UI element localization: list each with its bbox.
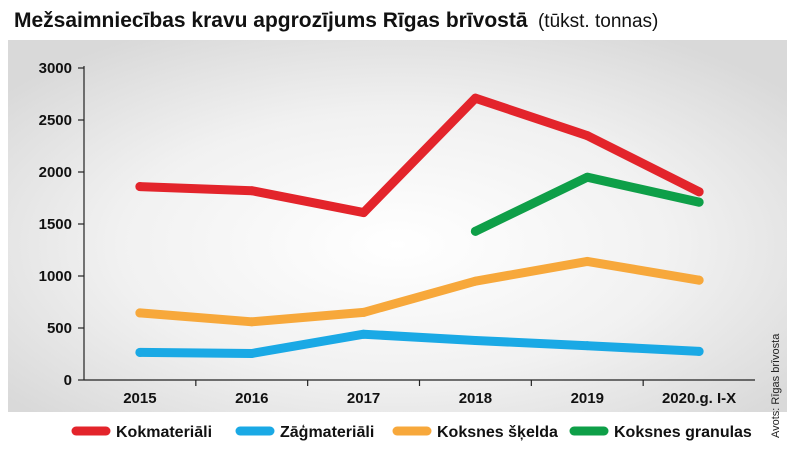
legend-label: Koksnes granulas [614,424,752,441]
y-tick-label: 0 [64,372,72,389]
x-tick-label: 2016 [235,390,268,407]
source-note: Avots: Rīgas brīvosta [770,333,782,438]
data-point [470,226,480,236]
data-point [247,317,257,327]
y-tick-label: 2000 [39,164,72,181]
legend-item: Koksnes šķelda [392,424,558,441]
data-point [247,186,257,196]
data-point [694,187,704,197]
data-point [135,308,145,318]
series-line-3 [135,256,704,327]
data-point [470,335,480,345]
data-point [582,172,592,182]
data-point [359,307,369,317]
data-point [694,275,704,285]
legend-label: Koksnes šķelda [437,424,558,441]
x-tick-label: 2017 [347,390,380,407]
legend-label: Kokmateriāli [116,424,212,441]
series-layer [135,93,704,358]
series-line-1 [135,93,704,218]
y-tick-label: 2500 [39,112,72,129]
data-point [135,182,145,192]
data-point [135,347,145,357]
data-point [582,256,592,266]
title-text: Mežsaimniecības kravu apgrozījums Rīgas … [14,9,528,32]
legend-item: Zāģmateriāli [235,423,374,441]
data-point [247,348,257,358]
x-tick-label: 2020.g. I-X [662,390,736,407]
legend: Kokmateriāli Zāģmateriāli Koksnes šķelda Ko… [71,423,752,441]
axes: 0 500 1000 1500 2000 2500 3000 2015 2016 2017 2018… [39,60,755,407]
y-tick-label: 500 [47,320,72,337]
data-point [582,131,592,141]
y-tick-label: 1500 [39,216,72,233]
data-point [470,93,480,103]
legend-item: Koksnes granulas [569,424,752,441]
legend-label: Zāģmateriāli [280,423,374,441]
x-tick-label: 2018 [459,390,492,407]
data-point [359,208,369,218]
data-point [470,276,480,286]
data-point [582,341,592,351]
data-point [694,197,704,207]
plot-background [8,40,787,412]
x-tick-label: 2015 [123,390,156,407]
x-tick-label: 2019 [571,390,604,407]
data-point [694,346,704,356]
data-point [359,329,369,339]
series-line-2 [135,329,704,358]
chart-title: Mežsaimniecības kravu apgrozījums Rīgas … [14,9,658,32]
unit-text: (tūkst. tonnas) [538,11,658,32]
y-tick-label: 3000 [39,60,72,77]
y-tick-label: 1000 [39,268,72,285]
legend-item: Kokmateriāli [71,424,212,441]
